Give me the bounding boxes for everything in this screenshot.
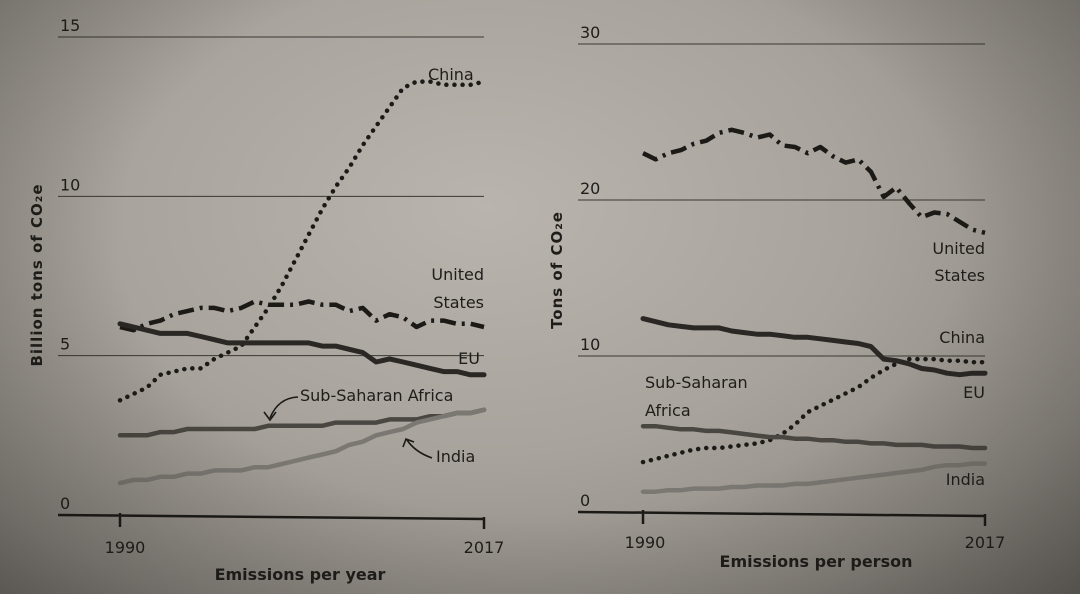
y-tick-label: 10 bbox=[60, 175, 80, 194]
x-tick-label: 2017 bbox=[965, 533, 1006, 552]
x-axis-label: Emissions per person bbox=[720, 552, 913, 571]
chart-panel-2: 0 10 20 30 1990 2017 Tons of CO₂e Emissions per… bbox=[548, 23, 1005, 571]
series-label: India bbox=[436, 447, 475, 466]
x-tick-label: 1990 bbox=[625, 533, 666, 552]
chart-panel-1: 0 5 10 15 1990 2017 Billion tons of CO₂e Emissi… bbox=[28, 16, 504, 584]
series-label: Africa bbox=[645, 401, 691, 420]
series-line-china bbox=[640, 356, 988, 465]
series-label: India bbox=[946, 470, 985, 489]
series-line-sub-saharan-africa bbox=[640, 423, 988, 451]
y-tick-label: 5 bbox=[60, 335, 70, 354]
series-line-china bbox=[117, 79, 487, 403]
series-label: United bbox=[932, 239, 985, 258]
annotation-arrow bbox=[269, 396, 299, 419]
arrow-head bbox=[263, 411, 277, 422]
y-tick-label: 20 bbox=[580, 179, 600, 198]
series-line-india bbox=[640, 461, 988, 494]
series-line-sub-saharan-africa bbox=[117, 407, 487, 438]
series-line-eu bbox=[640, 316, 988, 378]
series-label: EU bbox=[963, 383, 985, 402]
y-tick-label: 0 bbox=[580, 491, 590, 510]
y-tick-label: 15 bbox=[60, 16, 80, 35]
x-axis bbox=[57, 513, 486, 529]
series-label: Sub-Saharan Africa bbox=[300, 386, 453, 405]
x-axis bbox=[577, 510, 987, 526]
annotation-arrow bbox=[406, 439, 433, 459]
series-label: Sub-Saharan bbox=[645, 373, 748, 392]
x-axis-label: Emissions per year bbox=[215, 565, 386, 584]
y-tick-label: 0 bbox=[60, 494, 70, 513]
series-line-india bbox=[117, 407, 487, 486]
y-axis-label: Tons of CO₂e bbox=[548, 211, 566, 329]
series-line-united-states bbox=[642, 127, 986, 235]
arrow-head bbox=[402, 437, 415, 448]
series-line-eu bbox=[117, 321, 487, 378]
series-label: United bbox=[431, 265, 484, 284]
y-axis-label: Billion tons of CO₂e bbox=[28, 183, 46, 366]
series-line-united-states bbox=[119, 299, 485, 333]
x-tick-label: 2017 bbox=[464, 538, 505, 557]
y-tick-label: 30 bbox=[580, 23, 600, 42]
series-label: EU bbox=[458, 349, 480, 368]
y-tick-label: 10 bbox=[580, 335, 600, 354]
series-label: China bbox=[939, 328, 985, 347]
series-label: States bbox=[934, 266, 985, 285]
series-label: China bbox=[428, 65, 474, 84]
x-tick-label: 1990 bbox=[105, 538, 146, 557]
series-label: States bbox=[433, 293, 484, 312]
